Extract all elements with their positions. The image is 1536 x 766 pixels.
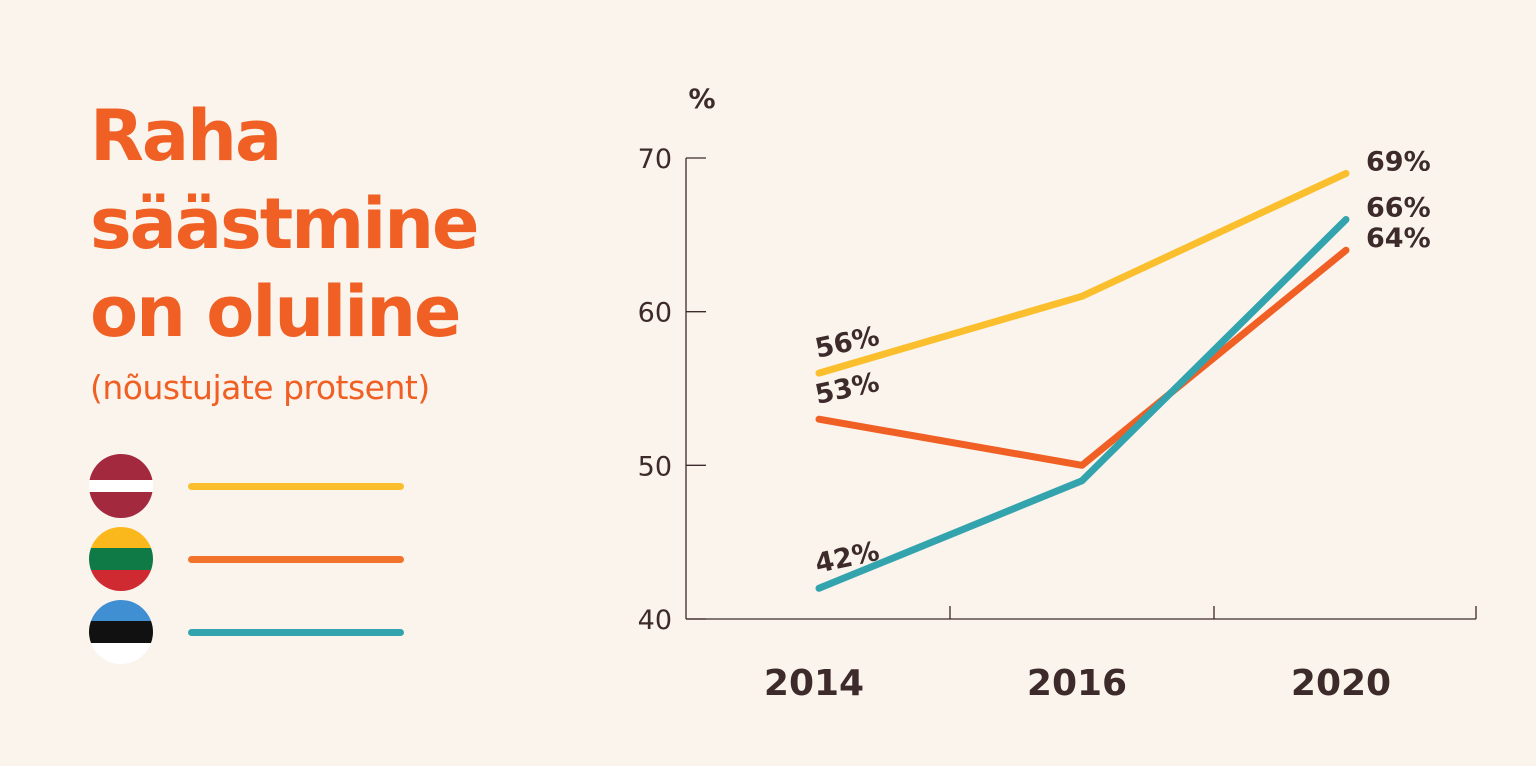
flag-band [89, 548, 153, 570]
data-labels: 56%69%53%64%42%66% [812, 146, 1430, 579]
estonia-flag-icon [89, 600, 153, 664]
title-line: säästmine [90, 183, 480, 265]
axes: 40 50 60 70 2014 2016 2020 [638, 144, 1477, 704]
legend-line-estonia [188, 629, 404, 636]
x-tick-label: 2016 [1027, 663, 1127, 704]
title-line: on oluline [90, 271, 462, 353]
data-label: 69% [1366, 146, 1431, 177]
data-label: 66% [1366, 192, 1431, 223]
y-axis-unit-label: % [688, 84, 715, 115]
y-tick-label: 50 [638, 451, 672, 482]
flag-band [89, 527, 153, 549]
flag-band [89, 600, 153, 622]
legend-line-lithuania [188, 556, 404, 563]
y-tick-label: 70 [638, 144, 672, 175]
data-label: 64% [1366, 223, 1431, 254]
x-tick-label: 2014 [764, 663, 864, 704]
x-tick-label: 2020 [1291, 663, 1391, 704]
title-line: Raha [90, 95, 282, 177]
flag-band [89, 642, 153, 664]
flag-band [89, 479, 153, 493]
series-line-0 [815, 169, 1350, 377]
series-line-1 [815, 246, 1350, 469]
chart-title: Raha säästmine on oluline [90, 92, 530, 356]
legend-line-latvia [188, 483, 404, 490]
series-lines [815, 169, 1350, 592]
series-line-2 [815, 216, 1350, 592]
flag-band [89, 621, 153, 643]
chart-subtitle: (nõustujate protsent) [90, 368, 430, 407]
y-tick-label: 40 [638, 605, 672, 636]
flag-band [89, 569, 153, 591]
y-tick-label: 60 [638, 298, 672, 329]
data-label: 42% [812, 536, 882, 580]
lithuania-flag-icon [89, 527, 153, 591]
